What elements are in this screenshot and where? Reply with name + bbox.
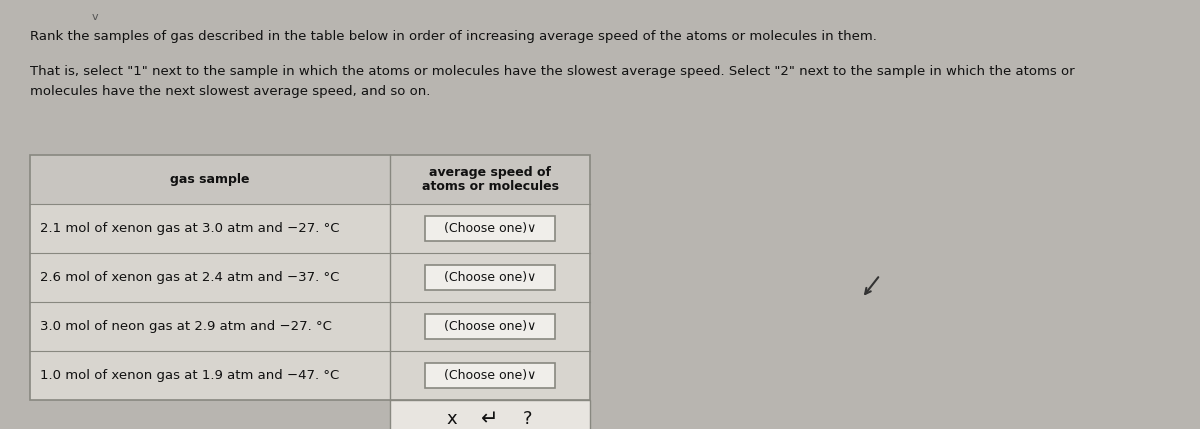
Bar	[30, 253, 590, 302]
Text: average speed of: average speed of	[430, 166, 551, 179]
Text: Rank the samples of gas described in the table below in order of increasing aver: Rank the samples of gas described in the…	[30, 30, 877, 43]
Text: 2.1 mol of xenon gas at 3.0 atm and −27. °C: 2.1 mol of xenon gas at 3.0 atm and −27.…	[40, 222, 340, 235]
Bar	[30, 155, 590, 400]
Text: ?: ?	[523, 411, 533, 429]
Text: 2.6 mol of xenon gas at 2.4 atm and −37. °C: 2.6 mol of xenon gas at 2.4 atm and −37.…	[40, 271, 340, 284]
Text: 3.0 mol of neon gas at 2.9 atm and −27. °C: 3.0 mol of neon gas at 2.9 atm and −27. …	[40, 320, 332, 333]
Text: gas sample: gas sample	[170, 173, 250, 186]
Text: x: x	[446, 411, 457, 429]
Text: (Choose one)∨: (Choose one)∨	[444, 271, 536, 284]
Text: That is, select "1" next to the sample in which the atoms or molecules have the : That is, select "1" next to the sample i…	[30, 65, 1075, 78]
Bar	[425, 216, 554, 241]
Text: (Choose one)∨: (Choose one)∨	[444, 369, 536, 382]
Bar	[30, 155, 590, 204]
Text: v: v	[91, 12, 98, 22]
Text: 1.0 mol of xenon gas at 1.9 atm and −47. °C: 1.0 mol of xenon gas at 1.9 atm and −47.…	[40, 369, 340, 382]
Text: (Choose one)∨: (Choose one)∨	[444, 320, 536, 333]
Bar	[30, 351, 590, 400]
Bar	[390, 400, 590, 429]
Text: (Choose one)∨: (Choose one)∨	[444, 222, 536, 235]
Bar	[425, 363, 554, 388]
Bar	[30, 204, 590, 253]
Bar	[425, 314, 554, 339]
Text: ↵: ↵	[481, 410, 499, 429]
Bar	[30, 302, 590, 351]
Text: molecules have the next slowest average speed, and so on.: molecules have the next slowest average …	[30, 85, 431, 98]
Text: atoms or molecules: atoms or molecules	[421, 180, 558, 193]
Bar	[425, 265, 554, 290]
